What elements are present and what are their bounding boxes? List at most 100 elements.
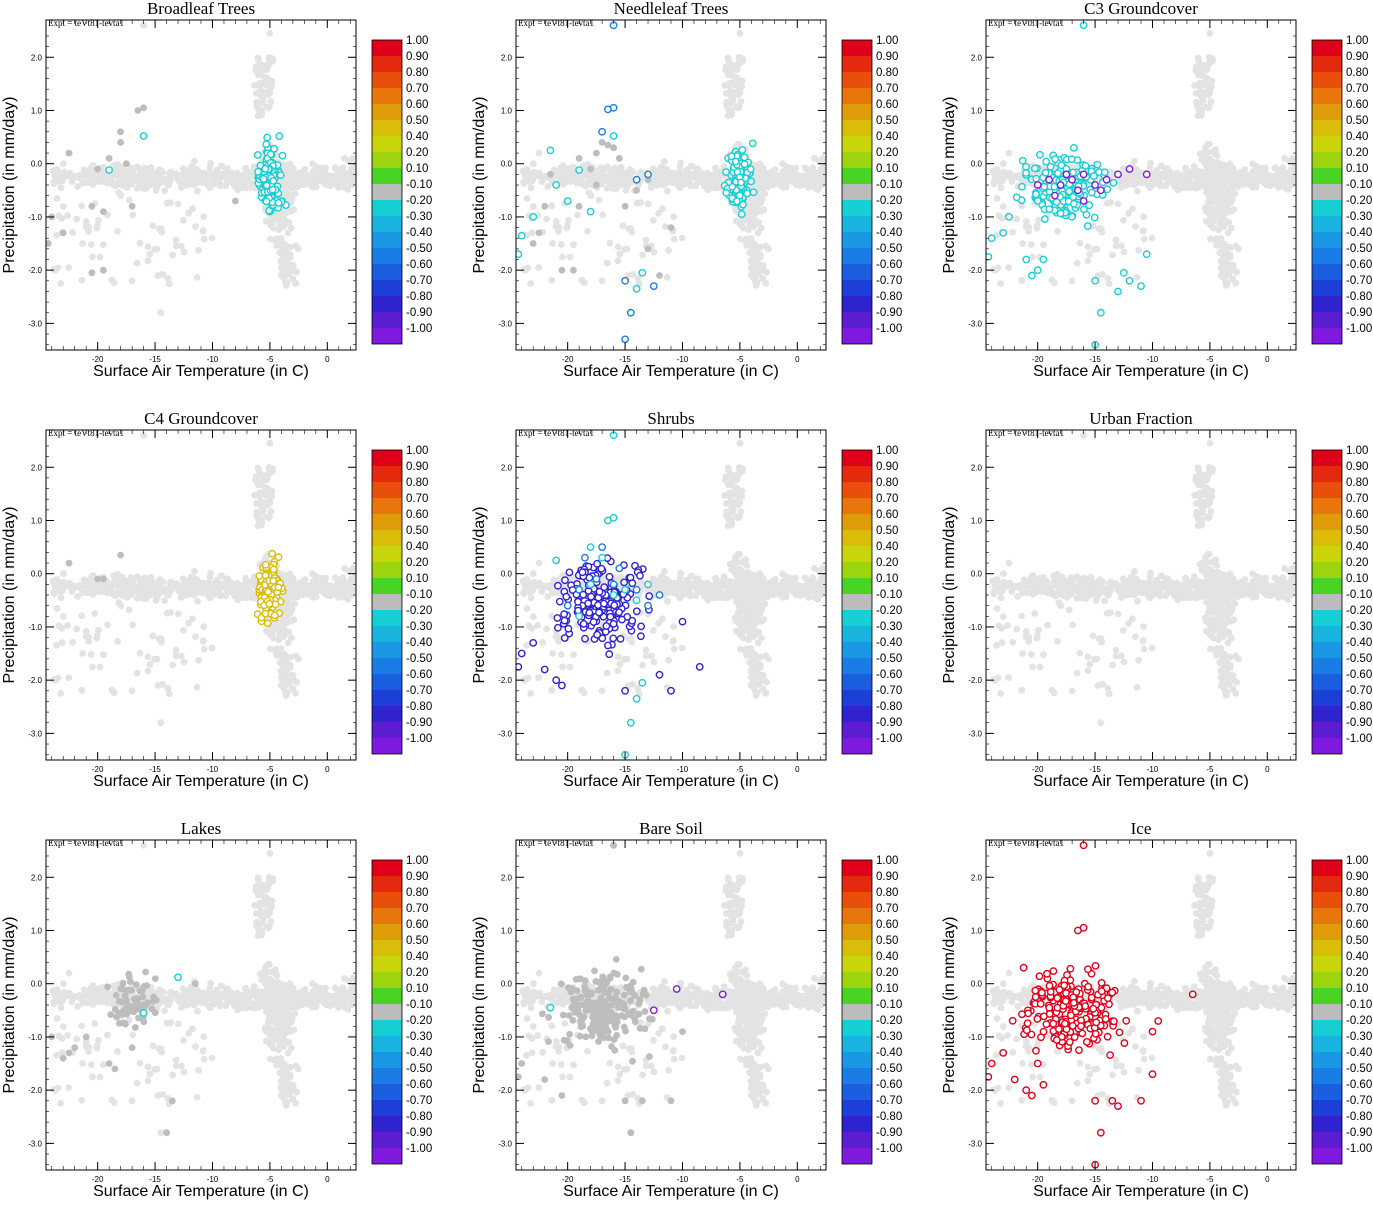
colorbar-swatch	[1312, 136, 1342, 152]
background-point	[1105, 280, 1113, 288]
background-point	[1035, 216, 1042, 224]
highlight-point	[1045, 175, 1054, 184]
background-point	[1203, 66, 1210, 74]
background-point	[733, 66, 740, 74]
background-point	[275, 226, 282, 234]
background-point	[289, 266, 297, 273]
background-point	[759, 171, 766, 179]
background-point	[735, 59, 743, 66]
colorbar-label: 0.20	[876, 147, 898, 159]
highlight-point	[276, 171, 285, 180]
colorbar-swatch	[372, 104, 402, 120]
background-point	[686, 178, 694, 186]
background-point	[265, 103, 273, 111]
highlight-point	[1083, 222, 1092, 231]
background-point	[87, 574, 95, 582]
background-point	[1291, 166, 1296, 174]
background-point	[199, 227, 207, 234]
neutral-point	[593, 181, 600, 189]
background-point	[1284, 186, 1292, 193]
colorbar-label: 0.40	[406, 131, 428, 143]
background-point	[312, 173, 319, 181]
background-point	[156, 166, 164, 174]
background-point	[670, 235, 678, 243]
background-point	[144, 257, 152, 265]
colorbar-label: 0.20	[1346, 147, 1368, 159]
highlight-point	[738, 146, 747, 154]
background-point	[341, 582, 349, 590]
background-point	[670, 169, 678, 177]
neutral-point	[621, 202, 629, 210]
background-point	[64, 212, 71, 219]
highlight-point	[1142, 170, 1151, 179]
colorbar-swatch	[1312, 264, 1342, 280]
background-point	[529, 203, 537, 210]
background-point	[626, 174, 633, 181]
background-point	[242, 574, 249, 582]
background-point	[122, 578, 129, 586]
background-point	[318, 581, 326, 589]
background-point	[619, 222, 627, 230]
colorbar-label: -0.20	[406, 195, 432, 207]
highlight-point	[1089, 172, 1098, 181]
colorbar-swatch	[842, 280, 872, 296]
y-axis-label: Precipitation (in mm/day)	[471, 97, 488, 274]
background-point	[1214, 160, 1222, 168]
background-point	[190, 164, 197, 172]
background-point	[1171, 182, 1178, 190]
background-point	[161, 597, 169, 604]
background-point	[565, 216, 572, 224]
colorbar-label: -0.60	[1346, 259, 1372, 271]
background-point	[735, 103, 743, 111]
background-point	[97, 583, 105, 591]
background-point	[1226, 243, 1234, 251]
background-point	[180, 581, 188, 589]
background-point	[715, 173, 723, 181]
colorbar-swatch	[1312, 280, 1342, 296]
background-point	[736, 89, 744, 97]
highlight-point	[263, 133, 272, 142]
background-point	[1204, 149, 1211, 156]
background-point	[1117, 242, 1125, 250]
background-point	[284, 639, 292, 647]
background-point	[1205, 59, 1213, 66]
highlight-point	[1068, 175, 1077, 184]
colorbar-swatch	[842, 72, 872, 88]
background-point	[811, 172, 819, 180]
highlight-point	[1142, 250, 1151, 259]
background-point	[521, 167, 529, 174]
neutral-point	[59, 229, 67, 237]
background-point	[333, 588, 341, 595]
colorbar-label: 0.80	[406, 67, 428, 79]
background-point	[1179, 184, 1187, 192]
colorbar-label: -1.00	[406, 323, 432, 335]
background-point	[821, 166, 826, 174]
panel-needleleaf-trees: Needleleaf Trees Expt = teVt81-tevta1 -20-…	[470, 0, 940, 400]
highlight-point	[603, 105, 612, 114]
highlight-point	[1091, 276, 1100, 285]
background-point	[650, 248, 658, 256]
background-point	[299, 591, 307, 599]
y-tick-label: -2.0	[968, 266, 982, 275]
background-point	[524, 172, 531, 180]
background-point	[239, 172, 247, 180]
background-point	[761, 177, 768, 185]
highlight-point	[737, 210, 746, 219]
highlight-point	[1125, 276, 1134, 285]
background-point	[1134, 187, 1141, 195]
background-point	[642, 236, 650, 244]
background-point	[134, 573, 141, 581]
y-tick-label: 1.0	[971, 106, 983, 115]
background-point	[817, 178, 825, 185]
background-point	[96, 253, 104, 261]
background-point	[736, 140, 743, 148]
background-point	[650, 217, 657, 224]
background-point	[751, 240, 758, 248]
colorbar-swatch	[1312, 296, 1342, 312]
background-point	[751, 256, 759, 264]
background-point	[312, 573, 320, 580]
highlight-point	[737, 178, 745, 187]
background-point	[1258, 171, 1266, 179]
background-point	[1224, 185, 1231, 193]
colorbar-swatch	[372, 328, 402, 344]
